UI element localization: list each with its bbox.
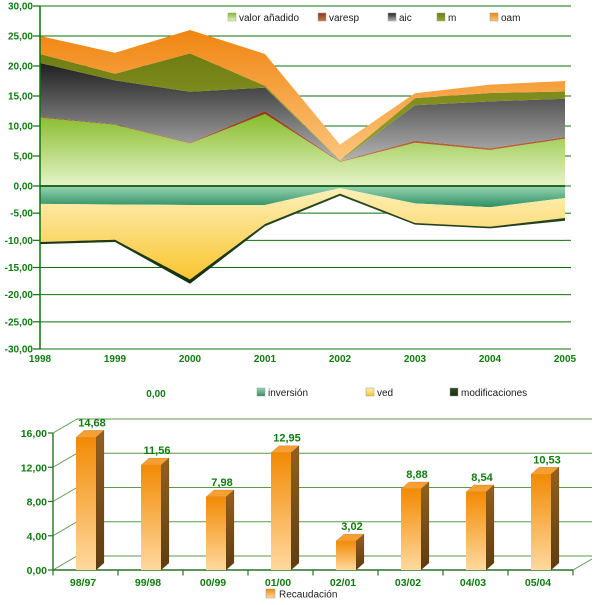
bar-04-03	[466, 491, 486, 570]
y-tick-label: 15,00	[8, 92, 33, 103]
gridline-diagonal	[52, 555, 78, 571]
stacked-area-chart: 30,00 25,00 20,00 15,00 10,00 5,00 0,00 -5,00 -1…	[5, 2, 577, 401]
gridline-diagonal	[52, 418, 78, 434]
floor-right-edge	[572, 558, 593, 571]
bar-99-98	[141, 465, 161, 570]
x-axis-label: 02/01	[330, 577, 356, 589]
y-tick-label: -25,00	[5, 317, 34, 328]
bar-side-face	[420, 481, 430, 571]
gridline-diagonal	[52, 487, 78, 502]
area-series-valor-a-adido	[40, 114, 565, 186]
y-tick-label: 0,00	[14, 182, 34, 193]
bar-side-face	[225, 489, 235, 571]
legend-label: Recaudación	[279, 590, 337, 601]
legend-swatch-valor-a-adido-icon	[227, 12, 237, 22]
stray-zero-label: 0,00	[146, 389, 166, 400]
y-tick-label: 12,00	[21, 462, 47, 474]
x-axis-label: 2003	[404, 354, 427, 365]
legend-label: aic	[399, 13, 412, 24]
x-axis-label: 99/98	[135, 577, 161, 589]
y-tick-label: 8,00	[27, 497, 48, 509]
y-tick-label: 30,00	[8, 2, 33, 13]
x-axis-label: 2004	[479, 354, 502, 365]
x-axis-label: 2005	[554, 354, 577, 365]
legend-swatch-oam-icon	[489, 12, 499, 22]
bar-00-99	[206, 496, 226, 570]
y-tick-label: 16,00	[21, 428, 47, 440]
x-axis-label: 2002	[329, 354, 352, 365]
area-series-inversi-n	[40, 186, 565, 208]
y-tick-label: -30,00	[5, 344, 34, 355]
x-axis-label: 1999	[104, 354, 127, 365]
bar-3d-chart: 0,00 4,00 8,00 12,00 16,00 14,68 11,56 7,98 12,9…	[21, 417, 593, 601]
x-axis-label: 03/02	[395, 577, 421, 589]
y-tick-label: 0,00	[27, 565, 48, 577]
y-tick-label: -10,00	[5, 236, 34, 247]
area-series-varesp	[40, 111, 565, 162]
legend-swatch-ved-icon	[365, 387, 375, 397]
bar-side-face	[485, 484, 495, 571]
legend-label: inversión	[268, 388, 308, 399]
y-tick-label: 5,00	[14, 152, 34, 163]
bar-side-face	[95, 429, 105, 571]
legend-label: m	[448, 13, 456, 24]
gridline-diagonal	[52, 521, 78, 537]
legend-swatch-varesp-icon	[317, 12, 327, 22]
bar-side-face	[160, 457, 170, 571]
legend-swatch-modificaciones-icon	[449, 387, 459, 397]
bar-value-label: 12,95	[273, 433, 301, 445]
bar-side-face	[550, 466, 560, 571]
x-axis-label: 2000	[179, 354, 202, 365]
legend-swatch-recaudaci-n-icon	[265, 588, 276, 599]
stacked-area-chart-figure: 30,00 25,00 20,00 15,00 10,00 5,00 0,00 -5,00 -1…	[5, 2, 577, 401]
bar-98-97	[76, 437, 96, 570]
bar-value-label: 10,53	[533, 454, 561, 466]
legend-label: ved	[377, 388, 393, 399]
bar-value-label: 7,98	[211, 477, 232, 489]
bar-05-04	[531, 474, 551, 570]
x-axis-label: 05/04	[525, 577, 551, 589]
bar-value-label: 11,56	[144, 445, 171, 457]
y-tick-label: -20,00	[5, 290, 34, 301]
legend-label: valor añadido	[239, 13, 299, 24]
legend-swatch-m-icon	[436, 12, 446, 22]
y-tick-label: 10,00	[8, 122, 33, 133]
legend-swatch-inversi-n-icon	[256, 387, 266, 397]
x-axis-label: 1998	[29, 354, 52, 365]
bar-03-02	[401, 488, 421, 570]
y-tick-label: -15,00	[5, 263, 34, 274]
area-series-aic	[40, 63, 565, 162]
bar-value-label: 3,02	[341, 521, 362, 533]
bar-value-label: 8,54	[471, 472, 493, 484]
x-axis-label: 00/99	[200, 577, 226, 589]
bar-value-label: 14,68	[78, 417, 106, 429]
bar-01-00	[271, 452, 291, 570]
x-axis-label: 2001	[254, 354, 277, 365]
area-series-m	[40, 53, 565, 161]
gridline-diagonal	[52, 452, 78, 468]
bar-value-label: 8,88	[406, 469, 427, 481]
area-series-ved	[40, 188, 565, 280]
y-tick-label: 25,00	[8, 32, 33, 43]
x-axis-label: 04/03	[460, 577, 486, 589]
bar-3d-chart-figure: 0,00 4,00 8,00 12,00 16,00 14,68 11,56 7,98 12,9…	[0, 405, 609, 605]
legend-label: varesp	[329, 13, 359, 24]
y-tick-label: 20,00	[8, 62, 33, 73]
y-tick-label: -5,00	[10, 209, 33, 220]
x-axis-label: 01/00	[265, 577, 291, 589]
bar-02-01	[336, 541, 356, 570]
y-tick-label: 4,00	[27, 531, 48, 543]
legend-swatch-aic-icon	[387, 12, 397, 22]
x-axis-label: 98/97	[70, 577, 96, 589]
legend-label: modificaciones	[461, 388, 527, 399]
bar-side-face	[290, 445, 300, 571]
legend-label: oam	[501, 13, 520, 24]
